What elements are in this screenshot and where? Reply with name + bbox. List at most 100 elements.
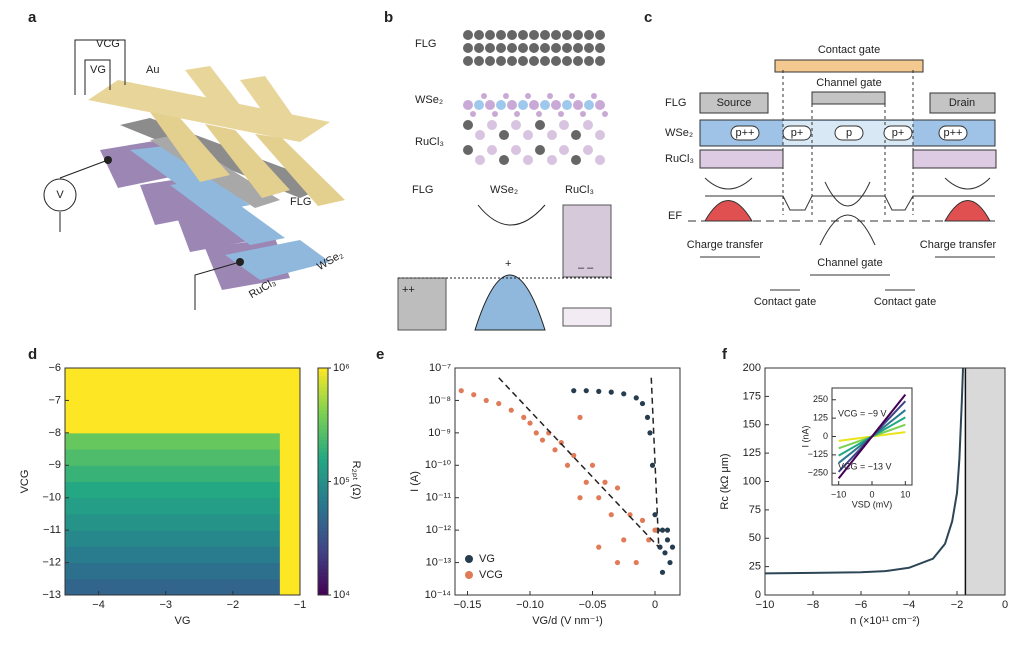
atom [595,43,605,53]
heatmap-cell [279,449,301,466]
atom [499,130,509,140]
x-axis-label: VSD (mV) [852,499,893,509]
label: FLG [290,196,311,208]
data-point [614,559,621,566]
atom [595,30,605,40]
data-point [583,479,589,485]
data-point [639,517,646,523]
atom [547,130,557,140]
colorbar-tick-label: 10⁵ [333,475,350,487]
y-tick-label: −13 [42,589,61,601]
atom [591,93,597,99]
y-tick-label: 10⁻¹² [426,524,452,536]
data-point [508,407,514,413]
colorbar-segment [318,436,328,441]
colorbar-segment [318,553,328,558]
colorbar-segment [318,523,328,528]
heatmap-cell [65,449,281,466]
x-tick-label: −0.15 [454,599,482,611]
label: FLG [415,38,436,50]
atom [584,30,594,40]
heatmap-cell [65,432,281,450]
colorbar-segment [318,496,328,501]
atom [529,30,539,40]
x-tick-label: −10 [831,489,846,499]
x-tick-label: −4 [903,599,916,611]
label: Contact gate [754,296,816,308]
atom [463,120,473,130]
label: Charge transfer [920,239,997,251]
data-point [596,544,602,550]
pill [782,125,812,141]
band-diagram [397,204,612,331]
atom [525,93,531,99]
atom [511,120,521,130]
y-tick-label: 50 [749,532,761,544]
y-tick-label: −7 [48,394,61,406]
heatmap-cell [279,416,301,434]
data-point [633,559,639,566]
atom [529,56,539,66]
label: RuCl₃ [665,153,694,165]
shaded-region [965,368,1005,595]
y-tick-label: 250 [813,394,828,404]
heatmap-cell [65,384,281,401]
x-axis-label: n (×10¹¹ cm⁻²) [850,615,920,627]
data-point [669,544,676,550]
data-point [621,537,627,543]
heatmap-cell [279,368,301,385]
atom [529,43,539,53]
colorbar-segment [318,447,328,452]
x-tick-label: −8 [807,599,820,611]
atom [595,56,605,66]
atom [475,130,485,140]
heatmap-cell [65,465,281,482]
data-point [652,527,658,533]
heatmap-cell [65,497,281,515]
label: WSe₂ [490,184,518,196]
x-tick-label: −2 [951,599,964,611]
atom [518,56,528,66]
atom [496,30,506,40]
label: RuCl₃ [565,184,594,196]
atom [547,93,553,99]
heatmap-cell [279,546,301,564]
atom [474,30,484,40]
heatmap-cell [279,384,301,401]
y-tick-label: 10⁻⁸ [428,394,451,406]
data-point [667,559,673,566]
atom [573,56,583,66]
pill [938,125,968,141]
atom [470,111,476,117]
pill [834,125,864,141]
colorbar-segment [318,560,328,566]
legend-marker [465,571,473,579]
atom [562,56,572,66]
y-tick-label: 75 [749,504,761,516]
colorbar-segment [318,526,328,532]
data-point [577,495,583,501]
data-line [764,367,964,575]
colorbar-segment [318,417,328,422]
doping-label: p [846,127,852,139]
data-point [589,462,596,468]
atom [463,30,473,40]
atom [559,145,569,155]
doping-label: p+ [791,127,804,139]
atom [518,30,528,40]
y-tick-label: 0 [755,589,761,601]
label: RuCl₃ [415,136,444,148]
heatmap-cell [279,481,301,499]
atom [602,111,608,117]
legend-label: VG [479,553,495,565]
y-tick-label: 10⁻¹¹ [426,492,452,504]
heatmap-cell [279,513,301,531]
atom [540,100,550,110]
heatmap-cell [279,400,301,418]
data-point [659,527,666,533]
data-point [527,420,533,426]
heatmap-cell [279,465,301,482]
label: Contact gate [874,296,936,308]
x-tick-label: −10 [756,599,775,611]
atom [547,155,557,165]
